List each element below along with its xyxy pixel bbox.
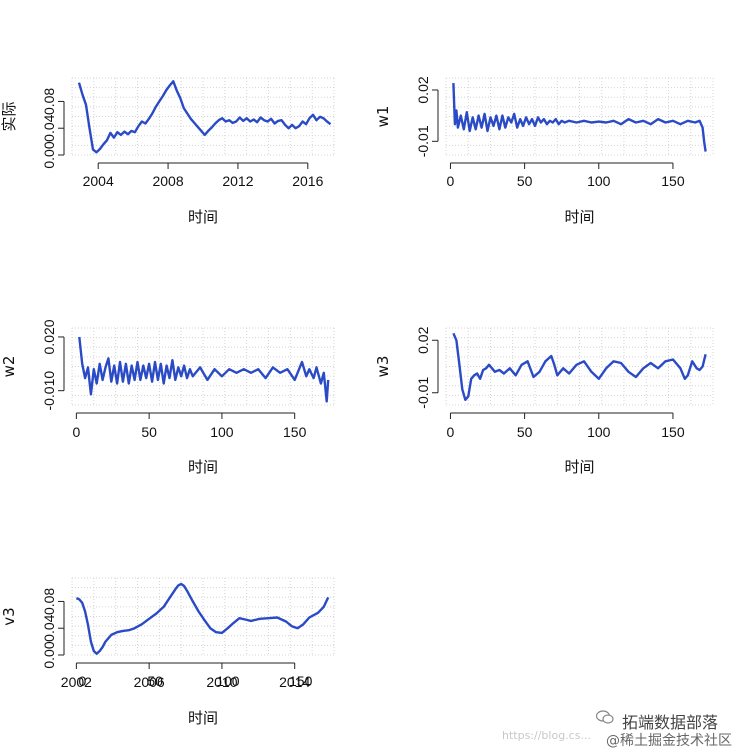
- x-tick-label: 50: [517, 424, 533, 440]
- y-tick-label: -0.01: [415, 125, 431, 157]
- x-axis-label: 时间: [564, 458, 594, 476]
- x-tick-label: 100: [210, 424, 234, 440]
- y-axis-label: w1: [374, 106, 392, 128]
- y-tick-label: 0.02: [415, 326, 431, 353]
- x-tick-label: 0: [72, 424, 80, 440]
- y-tick-label: 0.02: [415, 76, 431, 103]
- x-tick-label: 2008: [152, 173, 183, 189]
- x-tick-label: 150: [283, 424, 307, 440]
- watermark-url: https://blog.cs...: [502, 729, 591, 742]
- x-tick-label-overlay: 100: [216, 673, 240, 689]
- x-tick-label: 2012: [222, 173, 253, 189]
- x-tick-label: 2002: [61, 674, 92, 690]
- x-tick-label: 100: [587, 173, 611, 189]
- series-line-w3: [452, 332, 707, 401]
- series-line-actual: [77, 80, 332, 154]
- x-tick-label: 2006: [134, 674, 165, 690]
- panel-actual: 0.000.040.08 2004 2008 2012 2016 时间 实际: [0, 77, 335, 226]
- series-line-w1: [452, 83, 707, 152]
- x-tick-label: 2004: [83, 173, 114, 189]
- y-tick-label: 0.04: [41, 114, 57, 141]
- y-tick-label: 0.00: [41, 641, 57, 668]
- x-tick-label: 2014: [279, 674, 310, 690]
- watermark-name: 拓端数据部落: [622, 713, 719, 732]
- x-tick-label: 50: [517, 173, 533, 189]
- x-axis-label: 时间: [188, 709, 218, 727]
- x-tick-label: 150: [661, 173, 685, 189]
- y-tick-label: 0.08: [41, 88, 57, 115]
- y-axis-label: w3: [374, 356, 392, 378]
- panel-w2: -0.010 0.020 0 50 100 150 时间 w2: [0, 319, 335, 476]
- y-tick-label: 0.08: [41, 588, 57, 615]
- series-line-v3: [75, 582, 330, 655]
- panel-w3: -0.01 0.02 0 50 100 150 时间 w3: [374, 326, 714, 476]
- x-tick-label: 2010: [206, 674, 237, 690]
- x-axis-label: 时间: [564, 208, 594, 226]
- y-tick-label: -0.010: [41, 371, 57, 411]
- x-axis-label: 时间: [188, 208, 218, 226]
- watermark-sub: @稀土掘金技术社区: [606, 733, 732, 749]
- x-tick-label: 100: [587, 424, 611, 440]
- y-tick-label: 0.020: [41, 319, 57, 354]
- x-tick-label: 2016: [292, 173, 323, 189]
- y-tick-label: 0.04: [41, 614, 57, 641]
- x-tick-label: 0: [447, 424, 455, 440]
- y-tick-label: -0.01: [415, 377, 431, 409]
- x-tick-label: 150: [661, 424, 685, 440]
- y-tick-label: 0.00: [41, 141, 57, 168]
- series-line-w2: [78, 336, 330, 403]
- x-tick-label: 50: [141, 424, 157, 440]
- x-tick-label: 0: [447, 173, 455, 189]
- x-tick-label-overlay: 50: [147, 673, 163, 689]
- y-axis-label: v3: [0, 607, 18, 625]
- x-tick-label-overlay: 0: [78, 673, 86, 689]
- wechat-icon: [596, 710, 614, 724]
- x-tick-label-overlay: 150: [289, 673, 313, 689]
- panel-w1: -0.01 0.02 0 50 100 150 时间 w1: [374, 76, 714, 226]
- x-axis-label: 时间: [188, 458, 218, 476]
- y-axis-label: w2: [0, 356, 18, 378]
- y-axis-label: 实际: [0, 101, 18, 131]
